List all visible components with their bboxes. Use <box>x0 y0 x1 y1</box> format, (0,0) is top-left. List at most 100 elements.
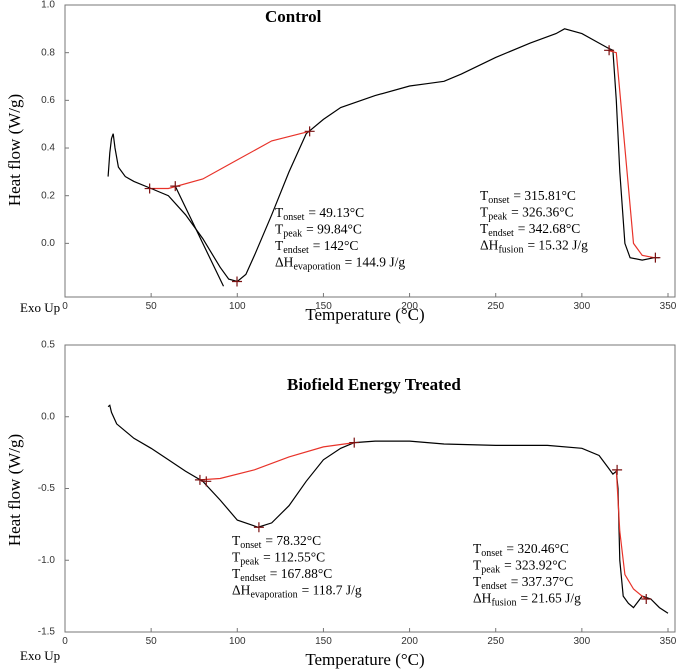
corner-label: Exo Up <box>20 648 60 663</box>
x-tick-label: 50 <box>146 301 158 312</box>
dsc-curve <box>151 130 310 190</box>
annotation-value: = 326.36°C <box>511 205 574 220</box>
annotation: Tonset = 49.13°C <box>275 205 364 223</box>
annotation-subscript: peak <box>283 229 302 240</box>
annotation-value: = 21.65 J/g <box>520 591 581 606</box>
annotation-symbol: ΔH <box>275 255 294 270</box>
y-tick-label: 0.0 <box>41 238 55 249</box>
event-marker <box>232 276 243 287</box>
annotation-symbol: T <box>473 574 482 589</box>
event-marker <box>170 181 181 192</box>
y-tick-label: 0.8 <box>41 47 55 58</box>
event-marker <box>201 476 212 487</box>
x-tick-label: 150 <box>315 301 332 312</box>
x-tick-label: 50 <box>146 636 158 647</box>
annotation-value: = 337.37°C <box>511 574 574 589</box>
annotation: ΔHfusion = 15.32 J/g <box>480 238 588 256</box>
annotation-subscript: evaporation <box>293 262 340 273</box>
annotation-subscript: endset <box>488 228 514 239</box>
annotation-subscript: fusion <box>498 245 523 256</box>
event-marker <box>253 522 264 533</box>
annotation-symbol: ΔH <box>480 238 499 253</box>
annotation-subscript: onset <box>488 195 509 206</box>
annotation-subscript: onset <box>240 540 261 551</box>
y-tick-label: 0.2 <box>41 190 55 201</box>
annotation-value: = 99.84°C <box>306 222 362 237</box>
annotation: Tendset = 342.68°C <box>480 221 580 239</box>
event-marker <box>641 593 652 604</box>
y-tick-label: 0.5 <box>41 340 55 351</box>
annotation-value: = 167.88°C <box>270 566 333 581</box>
event-marker <box>349 437 360 448</box>
event-marker <box>144 183 155 194</box>
event-marker <box>604 45 615 56</box>
y-axis-label: Heat flow (W/g) <box>5 94 24 206</box>
annotation-symbol: T <box>275 205 284 220</box>
x-tick-label: 150 <box>315 636 332 647</box>
annotation-value: = 342.68°C <box>518 221 581 236</box>
annotation-subscript: peak <box>240 557 259 568</box>
event-marker <box>650 252 661 263</box>
y-tick-label: -1.0 <box>38 555 56 566</box>
y-tick-label: 0.0 <box>41 411 55 422</box>
dsc-curve <box>607 49 655 259</box>
annotation-value: = 49.13°C <box>308 205 364 220</box>
x-tick-label: 200 <box>401 301 418 312</box>
y-tick-label: 0.6 <box>41 95 55 106</box>
annotation: Tendset = 167.88°C <box>232 566 332 584</box>
x-axis-label: Temperature (°C) <box>305 650 424 669</box>
y-tick-label: 0.4 <box>41 143 55 154</box>
annotation: Tpeak = 326.36°C <box>480 205 574 223</box>
event-marker <box>304 126 315 137</box>
annotation-subscript: peak <box>481 565 500 576</box>
annotation-value: = 323.92°C <box>504 558 567 573</box>
annotation-symbol: T <box>232 533 241 548</box>
annotation-symbol: T <box>473 558 482 573</box>
x-axis-label: Temperature (°C) <box>305 305 424 324</box>
x-tick-label: 300 <box>574 301 591 312</box>
x-tick-label: 100 <box>229 301 246 312</box>
dsc-curve <box>107 28 660 283</box>
x-tick-label: 100 <box>229 636 246 647</box>
annotation-value: = 118.7 J/g <box>302 583 362 598</box>
y-tick-label: 1.0 <box>41 0 55 11</box>
annotation-symbol: T <box>275 238 284 253</box>
chart-title: Biofield Energy Treated <box>287 375 461 394</box>
event-marker <box>194 474 205 485</box>
annotation-symbol: ΔH <box>473 591 492 606</box>
annotation: ΔHevaporation = 118.7 J/g <box>232 583 362 601</box>
dsc-curve <box>107 404 669 614</box>
annotation-subscript: endset <box>283 245 309 256</box>
annotation-symbol: T <box>480 205 489 220</box>
x-tick-label: 0 <box>62 301 68 312</box>
x-tick-label: 350 <box>660 636 677 647</box>
chart-title: Control <box>265 7 322 26</box>
annotation-symbol: T <box>275 222 284 237</box>
annotation-subscript: fusion <box>491 598 516 609</box>
annotation-symbol: T <box>480 221 489 236</box>
corner-label: Exo Up <box>20 300 60 315</box>
annotation-value: = 142°C <box>313 238 359 253</box>
event-marker <box>612 464 623 475</box>
y-axis-label: Heat flow (W/g) <box>5 434 24 546</box>
annotation: Tpeak = 99.84°C <box>275 222 362 240</box>
annotation-symbol: T <box>232 550 241 565</box>
annotation: Tendset = 142°C <box>275 238 358 256</box>
annotation-subscript: onset <box>283 212 304 223</box>
y-tick-label: -1.5 <box>38 627 56 638</box>
plot-frame <box>64 4 676 298</box>
annotation: ΔHevaporation = 144.9 J/g <box>275 255 405 273</box>
annotation: Tpeak = 323.92°C <box>473 558 567 576</box>
dsc-curve <box>615 469 646 600</box>
annotation-value: = 315.81°C <box>513 188 576 203</box>
annotation: Tpeak = 112.55°C <box>232 550 325 568</box>
annotation-value: = 15.32 J/g <box>527 238 588 253</box>
annotation-value: = 78.32°C <box>265 533 321 548</box>
annotation-symbol: ΔH <box>232 583 251 598</box>
annotation-symbol: T <box>480 188 489 203</box>
x-tick-label: 300 <box>574 636 591 647</box>
annotation: Tonset = 320.46°C <box>473 541 569 559</box>
y-tick-label: -0.5 <box>38 483 56 494</box>
annotation: Tendset = 337.37°C <box>473 574 573 592</box>
x-tick-label: 350 <box>660 301 677 312</box>
